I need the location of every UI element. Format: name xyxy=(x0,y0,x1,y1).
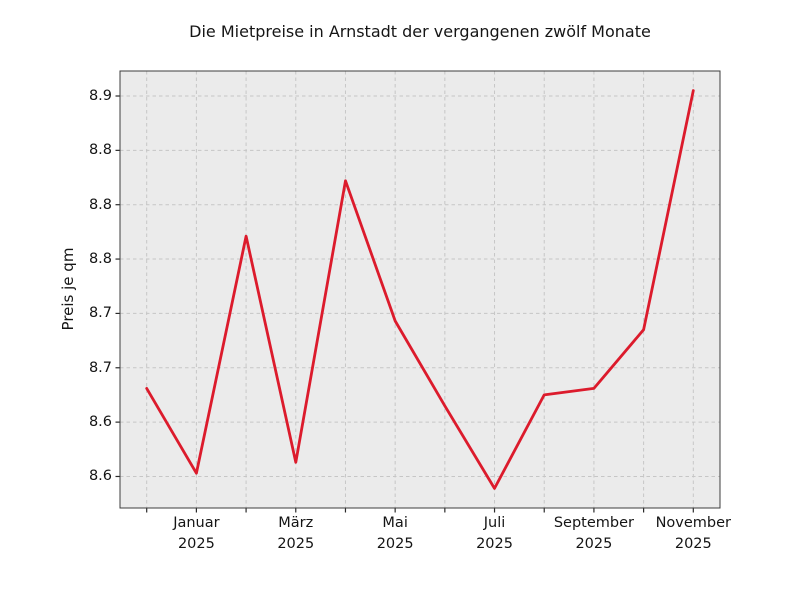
gridlines xyxy=(120,71,720,508)
x-tick-label: März 2025 xyxy=(231,513,361,555)
price-line xyxy=(145,89,695,490)
x-tick-month: September xyxy=(553,515,634,531)
x-tick-label: Juli 2025 xyxy=(430,513,560,555)
x-tick-label: Mai 2025 xyxy=(330,513,460,555)
y-tick-label: 8.8 xyxy=(88,251,112,268)
x-tick-year: 2025 xyxy=(674,536,712,552)
x-tick-label: Januar 2025 xyxy=(131,513,261,555)
y-tick-label: 8.7 xyxy=(88,305,112,322)
x-tick-month: Juli xyxy=(483,515,506,531)
y-tick-label: 8.8 xyxy=(88,142,112,159)
y-tick-label: 8.8 xyxy=(88,196,112,213)
x-tick-month: März xyxy=(278,515,314,531)
y-tick-label: 8.7 xyxy=(88,359,112,376)
x-tick-month: Mai xyxy=(382,515,408,531)
axis-tick-marks xyxy=(115,95,694,513)
y-tick-label: 8.6 xyxy=(88,414,112,431)
y-tick-label: 8.9 xyxy=(88,88,112,104)
plot-border xyxy=(119,70,721,509)
chart-title: Die Mietpreise in Arnstadt der vergangen… xyxy=(189,22,651,41)
plot-area xyxy=(120,71,720,508)
x-tick-year: 2025 xyxy=(575,536,613,552)
x-tick-label: November 2025 xyxy=(628,513,758,555)
x-tick-year: 2025 xyxy=(277,536,315,552)
x-tick-year: 2025 xyxy=(476,536,513,552)
x-tick-month: November xyxy=(655,515,732,531)
x-tick-year: 2025 xyxy=(177,536,215,552)
x-tick-year: 2025 xyxy=(376,536,414,552)
y-tick-label: 8.6 xyxy=(88,468,112,485)
x-tick-label: September 2025 xyxy=(529,513,659,555)
x-tick-month: Januar xyxy=(173,515,220,531)
